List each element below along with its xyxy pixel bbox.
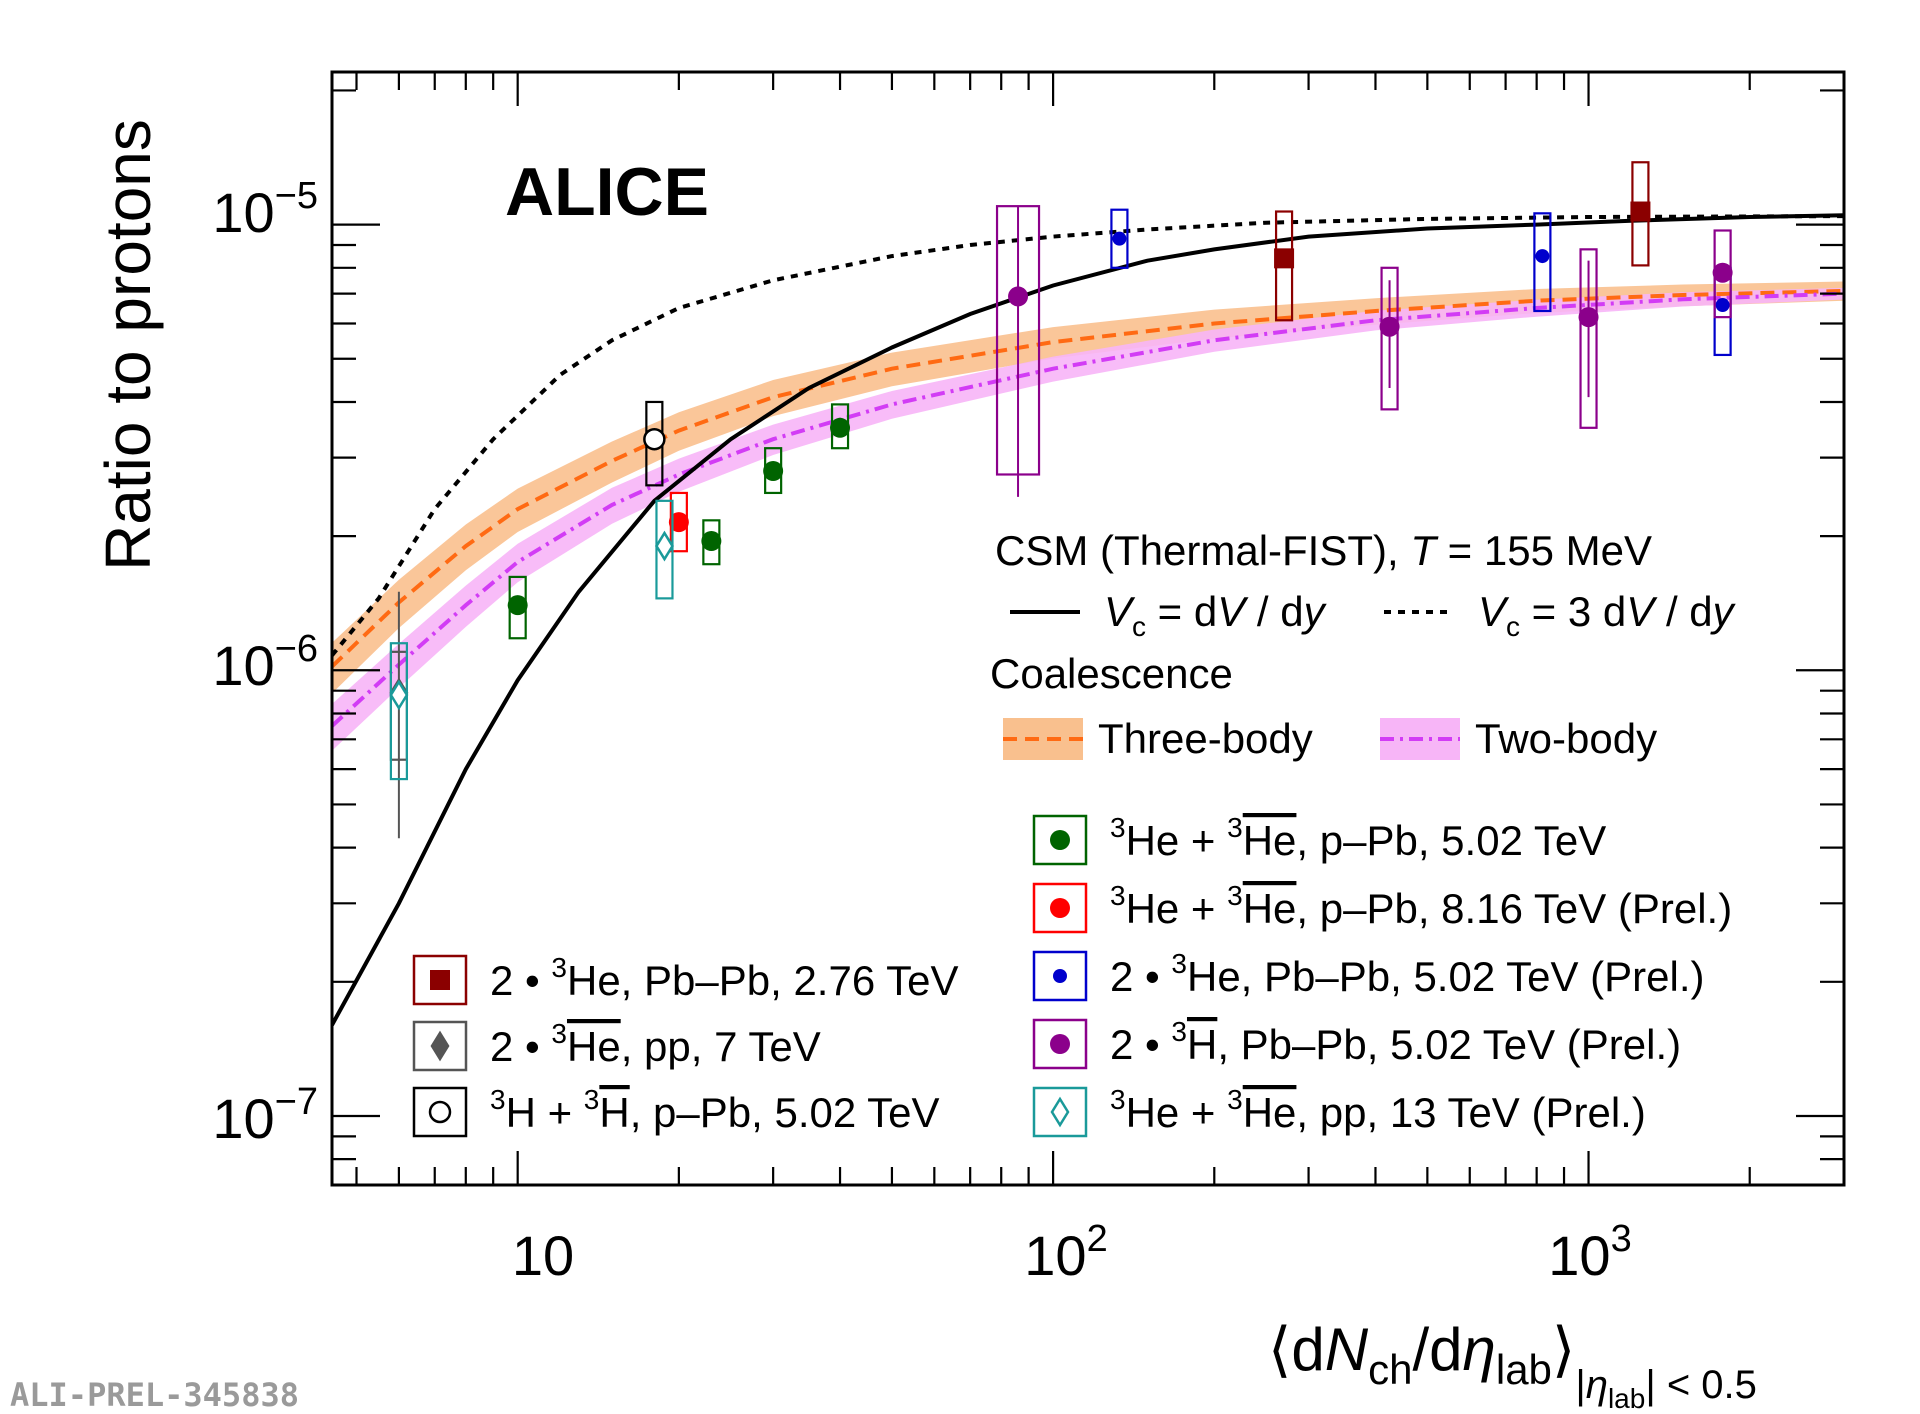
- point-he3-pbpb-502-1: [1533, 212, 1552, 313]
- legend-label-he3-ppb-816: 3He + 3He, p–Pb, 8.16 TeV (Prel.): [1110, 880, 1732, 932]
- curve-csm-vc3: [332, 214, 1844, 657]
- legend-marker-he3-pbpb-276: [430, 970, 450, 990]
- legend-label-h3-ppb-502: 3H + 3H, p–Pb, 5.02 TeV: [490, 1084, 940, 1136]
- band-line-three-body: [332, 288, 1844, 668]
- legend-label-he3bar-pp-7: 2 • 3He, pp, 7 TeV: [490, 1018, 821, 1070]
- legend-label-three-body: Three-body: [1098, 715, 1313, 762]
- model-curves: [332, 213, 1844, 1026]
- legend-entry-he3-pp-13: 3He + 3He, pp, 13 TeV (Prel.): [1032, 1084, 1646, 1138]
- point-h3-pbpb-502-1: [1379, 266, 1400, 411]
- band-line-two-body: [332, 291, 1844, 728]
- legend-box: [1032, 1086, 1088, 1138]
- marker-he3-ppb-502: [763, 460, 784, 481]
- legend-label-vc1: Vc = dV / dy: [1104, 588, 1328, 642]
- sys-error-box: [655, 499, 674, 600]
- legend-box: [1032, 1018, 1088, 1070]
- plot-frame: [330, 70, 1846, 1187]
- y-tick-label-1e-7: 10−7: [212, 1081, 318, 1150]
- curve-csm-vc1: [332, 213, 1844, 1026]
- point-he3-pp-13-1: [655, 499, 674, 600]
- legend-marker-he3bar-pp-7: [430, 1030, 450, 1062]
- legend-label-h3-pbpb-502: 2 • 3H, Pb–Pb, 5.02 TeV (Prel.): [1110, 1016, 1681, 1068]
- sys-error-box: [389, 642, 408, 781]
- legend-marker-he3-pp-13: [1050, 1096, 1070, 1128]
- legend-entry-he3-pbpb-276: 2 • 3He, Pb–Pb, 2.76 TeV: [412, 952, 958, 1006]
- marker-h3-pbpb-502: [1712, 262, 1733, 283]
- y-tick-label-1e-5: 10−5: [212, 175, 318, 244]
- point-he3-ppb-502-0: [507, 575, 528, 640]
- legend-entry-h3-pbpb-502: 2 • 3H, Pb–Pb, 5.02 TeV (Prel.): [1032, 1016, 1681, 1070]
- marker-h3-ppb-502: [643, 427, 666, 451]
- legend-box: [412, 1020, 468, 1072]
- marker-he3-ppb-502: [701, 531, 722, 552]
- legend-label-he3-ppb-502: 3He + 3He, p–Pb, 5.02 TeV: [1110, 812, 1606, 864]
- legend-entry-he3-pbpb-502: 2 • 3He, Pb–Pb, 5.02 TeV (Prel.): [1032, 948, 1704, 1002]
- legend-label-two-body: Two-body: [1475, 715, 1657, 762]
- legend-entry-he3-ppb-502: 3He + 3He, p–Pb, 5.02 TeV: [1032, 812, 1606, 866]
- point-he3-ppb-502-2: [763, 447, 784, 495]
- y-tick-label-1e-6: 10−6: [212, 628, 318, 697]
- point-he3-ppb-502-1: [701, 519, 722, 566]
- legend-label-vc3: Vc = 3 dV / dy: [1478, 588, 1737, 642]
- legend-csm-title: CSM (Thermal-FIST), T = 155 MeV: [995, 527, 1652, 574]
- marker-h3-pbpb-502: [1008, 286, 1029, 307]
- data-points: [389, 161, 1733, 839]
- legend-marker-he3-pbpb-502: [1053, 969, 1067, 983]
- sys-error-box: [1579, 248, 1598, 429]
- point-h3-pbpb-502-2: [1578, 248, 1599, 429]
- alice-logo-text: ALICE: [505, 154, 709, 230]
- marker-he3-ppb-502: [507, 595, 528, 616]
- data-legend: 2 • 3He, Pb–Pb, 2.76 TeV 2 • 3He, pp, 7 T…: [412, 812, 1732, 1138]
- legend-box: [412, 1086, 468, 1138]
- point-he3-ppb-816-0: [668, 491, 689, 553]
- marker-he3-pbpb-502: [1715, 298, 1730, 313]
- point-he3-pbpb-502-0: [1110, 208, 1129, 269]
- point-h3-pbpb-502-0: [995, 205, 1041, 497]
- preliminary-watermark: ALI-PREL-345838: [10, 1376, 299, 1414]
- marker-he3-ppb-816: [668, 512, 689, 533]
- point-he3-pp-13-0: [389, 642, 409, 781]
- axis-ticks: [332, 72, 1846, 1187]
- marker-he3-pbpb-276: [1630, 201, 1651, 222]
- legend-entry-he3-ppb-816: 3He + 3He, p–Pb, 8.16 TeV (Prel.): [1032, 880, 1732, 934]
- marker-he3-pbpb-502: [1112, 231, 1127, 246]
- legend-coalescence-title: Coalescence: [990, 650, 1233, 697]
- point-h3-pbpb-502-3: [1712, 229, 1733, 319]
- point-he3-pbpb-276-1: [1630, 161, 1651, 267]
- y-axis-title: Ratio to protons: [92, 119, 164, 571]
- legend-marker-h3-ppb-502: [428, 1100, 452, 1124]
- legend-marker-he3-ppb-502: [1050, 830, 1070, 850]
- point-h3-ppb-502-0: [643, 400, 666, 487]
- sys-error-box: [1380, 266, 1399, 411]
- marker-he3-pp-13: [389, 679, 409, 711]
- sys-error-box: [995, 205, 1041, 476]
- marker-he3-ppb-502: [830, 417, 851, 438]
- legend-label-he3-pbpb-276: 2 • 3He, Pb–Pb, 2.76 TeV: [490, 952, 958, 1004]
- point-he3-ppb-502-3: [830, 403, 851, 450]
- legend-marker-he3-ppb-816: [1050, 898, 1070, 918]
- legend-box: [1032, 950, 1088, 1002]
- legend-label-he3-pbpb-502: 2 • 3He, Pb–Pb, 5.02 TeV (Prel.): [1110, 948, 1704, 1000]
- sys-error-box: [1533, 212, 1552, 313]
- marker-he3-pp-13: [655, 530, 674, 562]
- x-tick-label-1000: 103: [1548, 1218, 1631, 1287]
- point-he3-pbpb-276-0: [1274, 210, 1295, 322]
- marker-h3-pbpb-502: [1379, 316, 1400, 337]
- legend-marker-h3-pbpb-502: [1050, 1034, 1070, 1054]
- legend-box: [1032, 882, 1088, 934]
- x-axis-title: ⟨dNch/dηlab⟩|ηlab| < 0.5: [1268, 1316, 1757, 1414]
- legend-entry-h3-ppb-502: 3H + 3H, p–Pb, 5.02 TeV: [412, 1084, 940, 1138]
- x-tick-label-10: 10: [512, 1224, 574, 1287]
- sys-error-box: [1110, 208, 1129, 269]
- marker-h3-pbpb-502: [1578, 307, 1599, 328]
- legend-entry-he3bar-pp-7: 2 • 3He, pp, 7 TeV: [412, 1018, 821, 1072]
- legend-box: [1032, 814, 1088, 866]
- legend-box: [412, 954, 468, 1006]
- x-tick-label-100: 102: [1024, 1218, 1107, 1287]
- marker-he3-pbpb-502: [1535, 249, 1550, 264]
- legend-label-he3-pp-13: 3He + 3He, pp, 13 TeV (Prel.): [1110, 1084, 1646, 1136]
- marker-he3-pbpb-276: [1274, 248, 1295, 269]
